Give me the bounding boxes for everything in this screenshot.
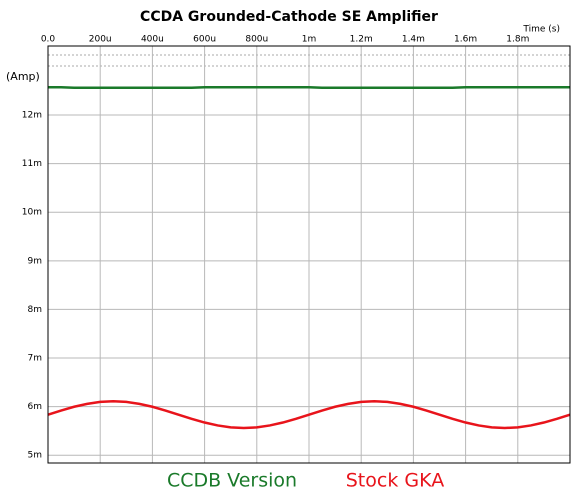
x-tick-label: 1m — [302, 35, 317, 45]
y-tick-label: 7m — [28, 354, 43, 364]
x-tick-label: 1.4m — [402, 35, 425, 45]
y-tick-label: 12m — [22, 111, 42, 121]
y-tick-label: 8m — [28, 305, 43, 315]
x-tick-label: 800u — [245, 35, 268, 45]
chart-title: CCDA Grounded-Cathode SE Amplifier — [140, 9, 438, 25]
legend-label: Stock GKA — [346, 470, 444, 492]
plot-border — [47, 45, 571, 464]
x-tick-label: 600u — [193, 35, 216, 45]
x-tick-label: 0.0 — [41, 35, 56, 45]
x-tick-label: 200u — [89, 35, 112, 45]
x-tick-label: 400u — [141, 35, 164, 45]
x-tick-label: 1.6m — [454, 35, 477, 45]
y-tick-label: 11m — [22, 159, 42, 169]
legend-label: CCDB Version — [167, 470, 297, 492]
x-tick-label: 1.2m — [350, 35, 373, 45]
y-tick-label: 9m — [28, 256, 43, 266]
y-tick-label: 10m — [22, 208, 42, 218]
series-line — [47, 400, 571, 430]
y-tick-label: 6m — [28, 402, 43, 412]
x-tick-label: 1.8m — [506, 35, 529, 45]
x-axis-label: Time (s) — [522, 25, 560, 35]
y-tick-label: 5m — [28, 451, 43, 461]
y-axis-label: (Amp) — [6, 70, 40, 83]
